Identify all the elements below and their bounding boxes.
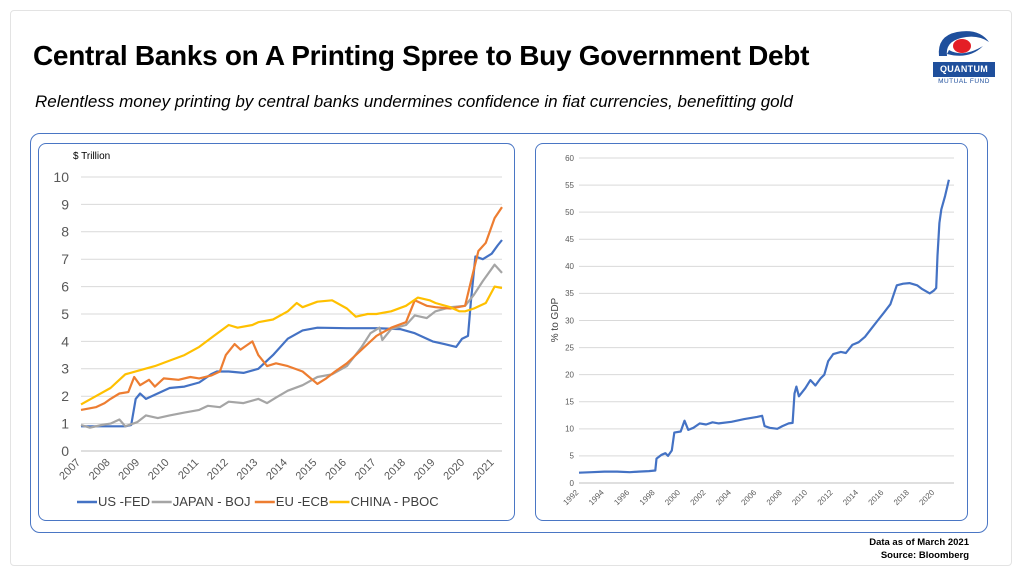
y-tick-label: 45 <box>565 235 574 244</box>
fed-assets-to-gdp-chart: 0 5 10 15 20 25 30 35 40 45 50 55 60 1992 1994 1996 1998… <box>550 154 954 507</box>
x-tick-label: 2018 <box>382 457 408 483</box>
y-tick-label: 30 <box>565 316 574 325</box>
page-subtitle: Relentless money printing by central ban… <box>35 92 793 111</box>
logo-tagline: MUTUAL FUND <box>938 78 990 85</box>
y-axis-label: $ Trillion <box>73 151 110 162</box>
y-tick-label: 10 <box>53 169 69 185</box>
data-date-note: Data as of March 2021 <box>869 537 969 548</box>
x-tick-label: 2007 <box>57 457 83 483</box>
x-tick-label: 2011 <box>176 457 201 482</box>
x-tick-label: 1992 <box>561 488 580 507</box>
central-bank-assets-chart: 0 1 2 3 4 5 6 7 8 9 10 2007 2008 2009 2010 2011 2012 2013… <box>53 151 503 509</box>
y-tick-label: 60 <box>565 154 574 163</box>
x-tick-label: 2014 <box>264 457 290 483</box>
legend-label: US -FED <box>98 494 150 509</box>
x-tick-label: 1998 <box>638 488 657 507</box>
x-tick-label: 2018 <box>892 488 911 507</box>
x-tick-label: 2016 <box>867 488 886 507</box>
x-tick-label: 2009 <box>116 457 142 483</box>
y-tick-label: 20 <box>565 370 574 379</box>
x-tick-label: 2013 <box>235 457 261 483</box>
y-tick-label: 15 <box>565 398 574 407</box>
x-tick-label: 2015 <box>294 457 320 483</box>
x-tick-label: 2016 <box>323 457 349 483</box>
fed-assets-to-gdp-chart-panel: 0 5 10 15 20 25 30 35 40 45 50 55 60 1992 1994 1996 1998… <box>535 143 968 521</box>
x-tick-label: 2010 <box>790 488 809 507</box>
y-tick-label: 2 <box>61 388 69 404</box>
x-tick-label: 2008 <box>765 488 784 507</box>
source-note: Source: Bloomberg <box>880 550 969 561</box>
legend-label: JAPAN - BOJ <box>173 494 251 509</box>
series-line-us-fed <box>81 239 503 428</box>
y-tick-label: 5 <box>570 452 575 461</box>
x-tick-label: 2010 <box>146 457 172 483</box>
series-line-japan-boj <box>80 263 503 429</box>
logo-emblem <box>933 26 995 62</box>
y-tick-label: 0 <box>61 443 69 459</box>
x-tick-label: 2012 <box>205 457 231 483</box>
y-tick-label: 9 <box>61 196 69 212</box>
y-tick-label: 3 <box>61 361 69 377</box>
x-tick-label: 2008 <box>87 457 113 483</box>
y-tick-label: 10 <box>565 425 574 434</box>
y-tick-label: 8 <box>61 224 69 240</box>
y-tick-label: 0 <box>570 479 575 488</box>
charts-container <box>30 133 988 533</box>
series-line-eu-ecb <box>80 206 503 411</box>
x-tick-label: 2020 <box>441 457 467 483</box>
y-tick-label: 6 <box>61 279 69 295</box>
series-line-0 <box>578 179 950 474</box>
x-tick-label: 2014 <box>841 488 860 507</box>
x-tick-label: 2020 <box>917 488 936 507</box>
x-tick-label: 2021 <box>471 457 497 483</box>
series-line-china-pboc <box>80 285 503 406</box>
x-tick-label: 1996 <box>612 488 631 507</box>
legend-label: EU -ECB <box>276 494 329 509</box>
central-bank-assets-chart-panel: 0 1 2 3 4 5 6 7 8 9 10 2007 2008 2009 2010 2011 2012 2013… <box>38 143 515 521</box>
y-tick-label: 7 <box>61 251 69 267</box>
y-tick-label: 25 <box>565 343 574 352</box>
x-tick-label: 2019 <box>412 457 438 483</box>
y-axis-label: % to GDP <box>550 297 561 342</box>
x-tick-label: 2004 <box>714 488 733 507</box>
slide-frame <box>10 10 1012 566</box>
legend-label: CHINA - PBOC <box>351 494 439 509</box>
y-tick-label: 5 <box>61 306 69 322</box>
page-title: Central Banks on A Printing Spree to Buy… <box>33 40 810 71</box>
x-tick-label: 2006 <box>739 488 758 507</box>
y-tick-label: 55 <box>565 181 574 190</box>
x-tick-label: 2017 <box>353 457 379 483</box>
x-tick-label: 2000 <box>663 488 682 507</box>
y-tick-label: 1 <box>61 416 69 432</box>
logo-wordmark: QUANTUM <box>933 62 995 77</box>
x-tick-label: 2012 <box>816 488 835 507</box>
y-tick-label: 4 <box>61 333 69 349</box>
quantum-logo: QUANTUM MUTUAL FUND <box>933 26 995 88</box>
y-tick-label: 50 <box>565 208 574 217</box>
y-tick-label: 35 <box>565 289 574 298</box>
x-tick-label: 2002 <box>689 488 708 507</box>
y-tick-label: 40 <box>565 262 574 271</box>
x-tick-label: 1994 <box>587 488 606 507</box>
